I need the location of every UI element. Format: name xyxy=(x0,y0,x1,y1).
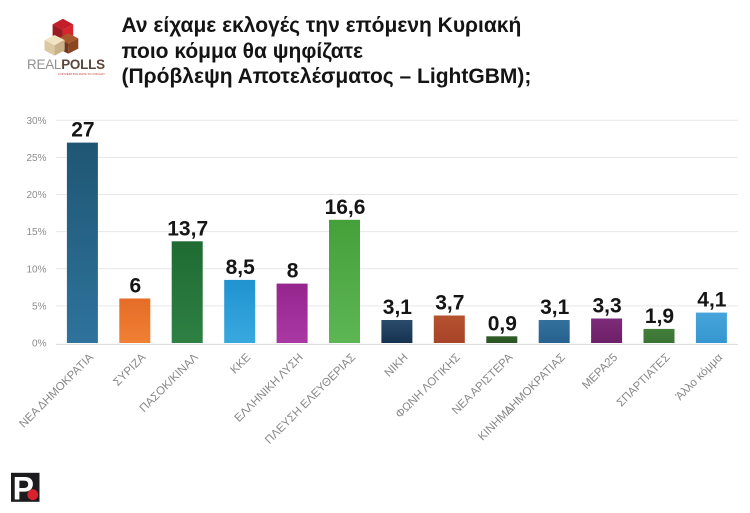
svg-text:25%: 25% xyxy=(26,153,46,164)
svg-text:ΣΥΡΙΖΑ: ΣΥΡΙΖΑ xyxy=(111,351,148,388)
svg-text:27: 27 xyxy=(71,119,94,142)
svg-text:P: P xyxy=(13,471,34,507)
svg-text:30%: 30% xyxy=(26,116,46,127)
svg-text:REALPOLLS: REALPOLLS xyxy=(27,57,105,72)
svg-text:15%: 15% xyxy=(26,227,46,238)
svg-text:3,7: 3,7 xyxy=(435,292,464,315)
svg-text:10%: 10% xyxy=(26,264,46,275)
svg-text:ΝΕΑ ΔΗΜΟΚΡΑΤΙΑ: ΝΕΑ ΔΗΜΟΚΡΑΤΙΑ xyxy=(17,351,96,430)
svg-text:20%: 20% xyxy=(26,190,46,201)
svg-text:6: 6 xyxy=(129,275,141,298)
svg-text:5%: 5% xyxy=(32,301,47,312)
svg-text:ΠΛΕΥΣΗ ΕΛΕΥΘΕΡΙΑΣ: ΠΛΕΥΣΗ ΕΛΕΥΘΕΡΙΑΣ xyxy=(263,352,358,447)
svg-text:ΚΚΕ: ΚΚΕ xyxy=(229,351,254,376)
svg-text:ΣΠΑΡΤΙΑΤΕΣ: ΣΠΑΡΤΙΑΤΕΣ xyxy=(615,352,673,410)
svg-text:16,6: 16,6 xyxy=(325,196,366,219)
svg-text:1,9: 1,9 xyxy=(645,305,674,328)
svg-text:8: 8 xyxy=(287,260,299,283)
svg-text:3,3: 3,3 xyxy=(592,295,621,318)
svg-text:8,5: 8,5 xyxy=(226,256,256,279)
svg-text:ΜΕΡΑ25: ΜΕΡΑ25 xyxy=(580,352,620,392)
svg-text:Άλλο κόμμα: Άλλο κόμμα xyxy=(674,351,726,403)
svg-text:ΚΙΝΗΜΑ: ΚΙΝΗΜΑ xyxy=(476,403,516,443)
svg-text:0,9: 0,9 xyxy=(488,312,517,335)
svg-text:3,1: 3,1 xyxy=(383,296,413,319)
svg-text:4,1: 4,1 xyxy=(697,289,727,312)
svg-text:ΝΙΚΗ: ΝΙΚΗ xyxy=(383,352,411,380)
svg-text:0%: 0% xyxy=(32,339,47,350)
svg-text:3,1: 3,1 xyxy=(540,296,570,319)
svg-text:CONVERTING DATA TO INSIGHT: CONVERTING DATA TO INSIGHT xyxy=(58,72,105,76)
svg-text:13,7: 13,7 xyxy=(167,217,208,240)
